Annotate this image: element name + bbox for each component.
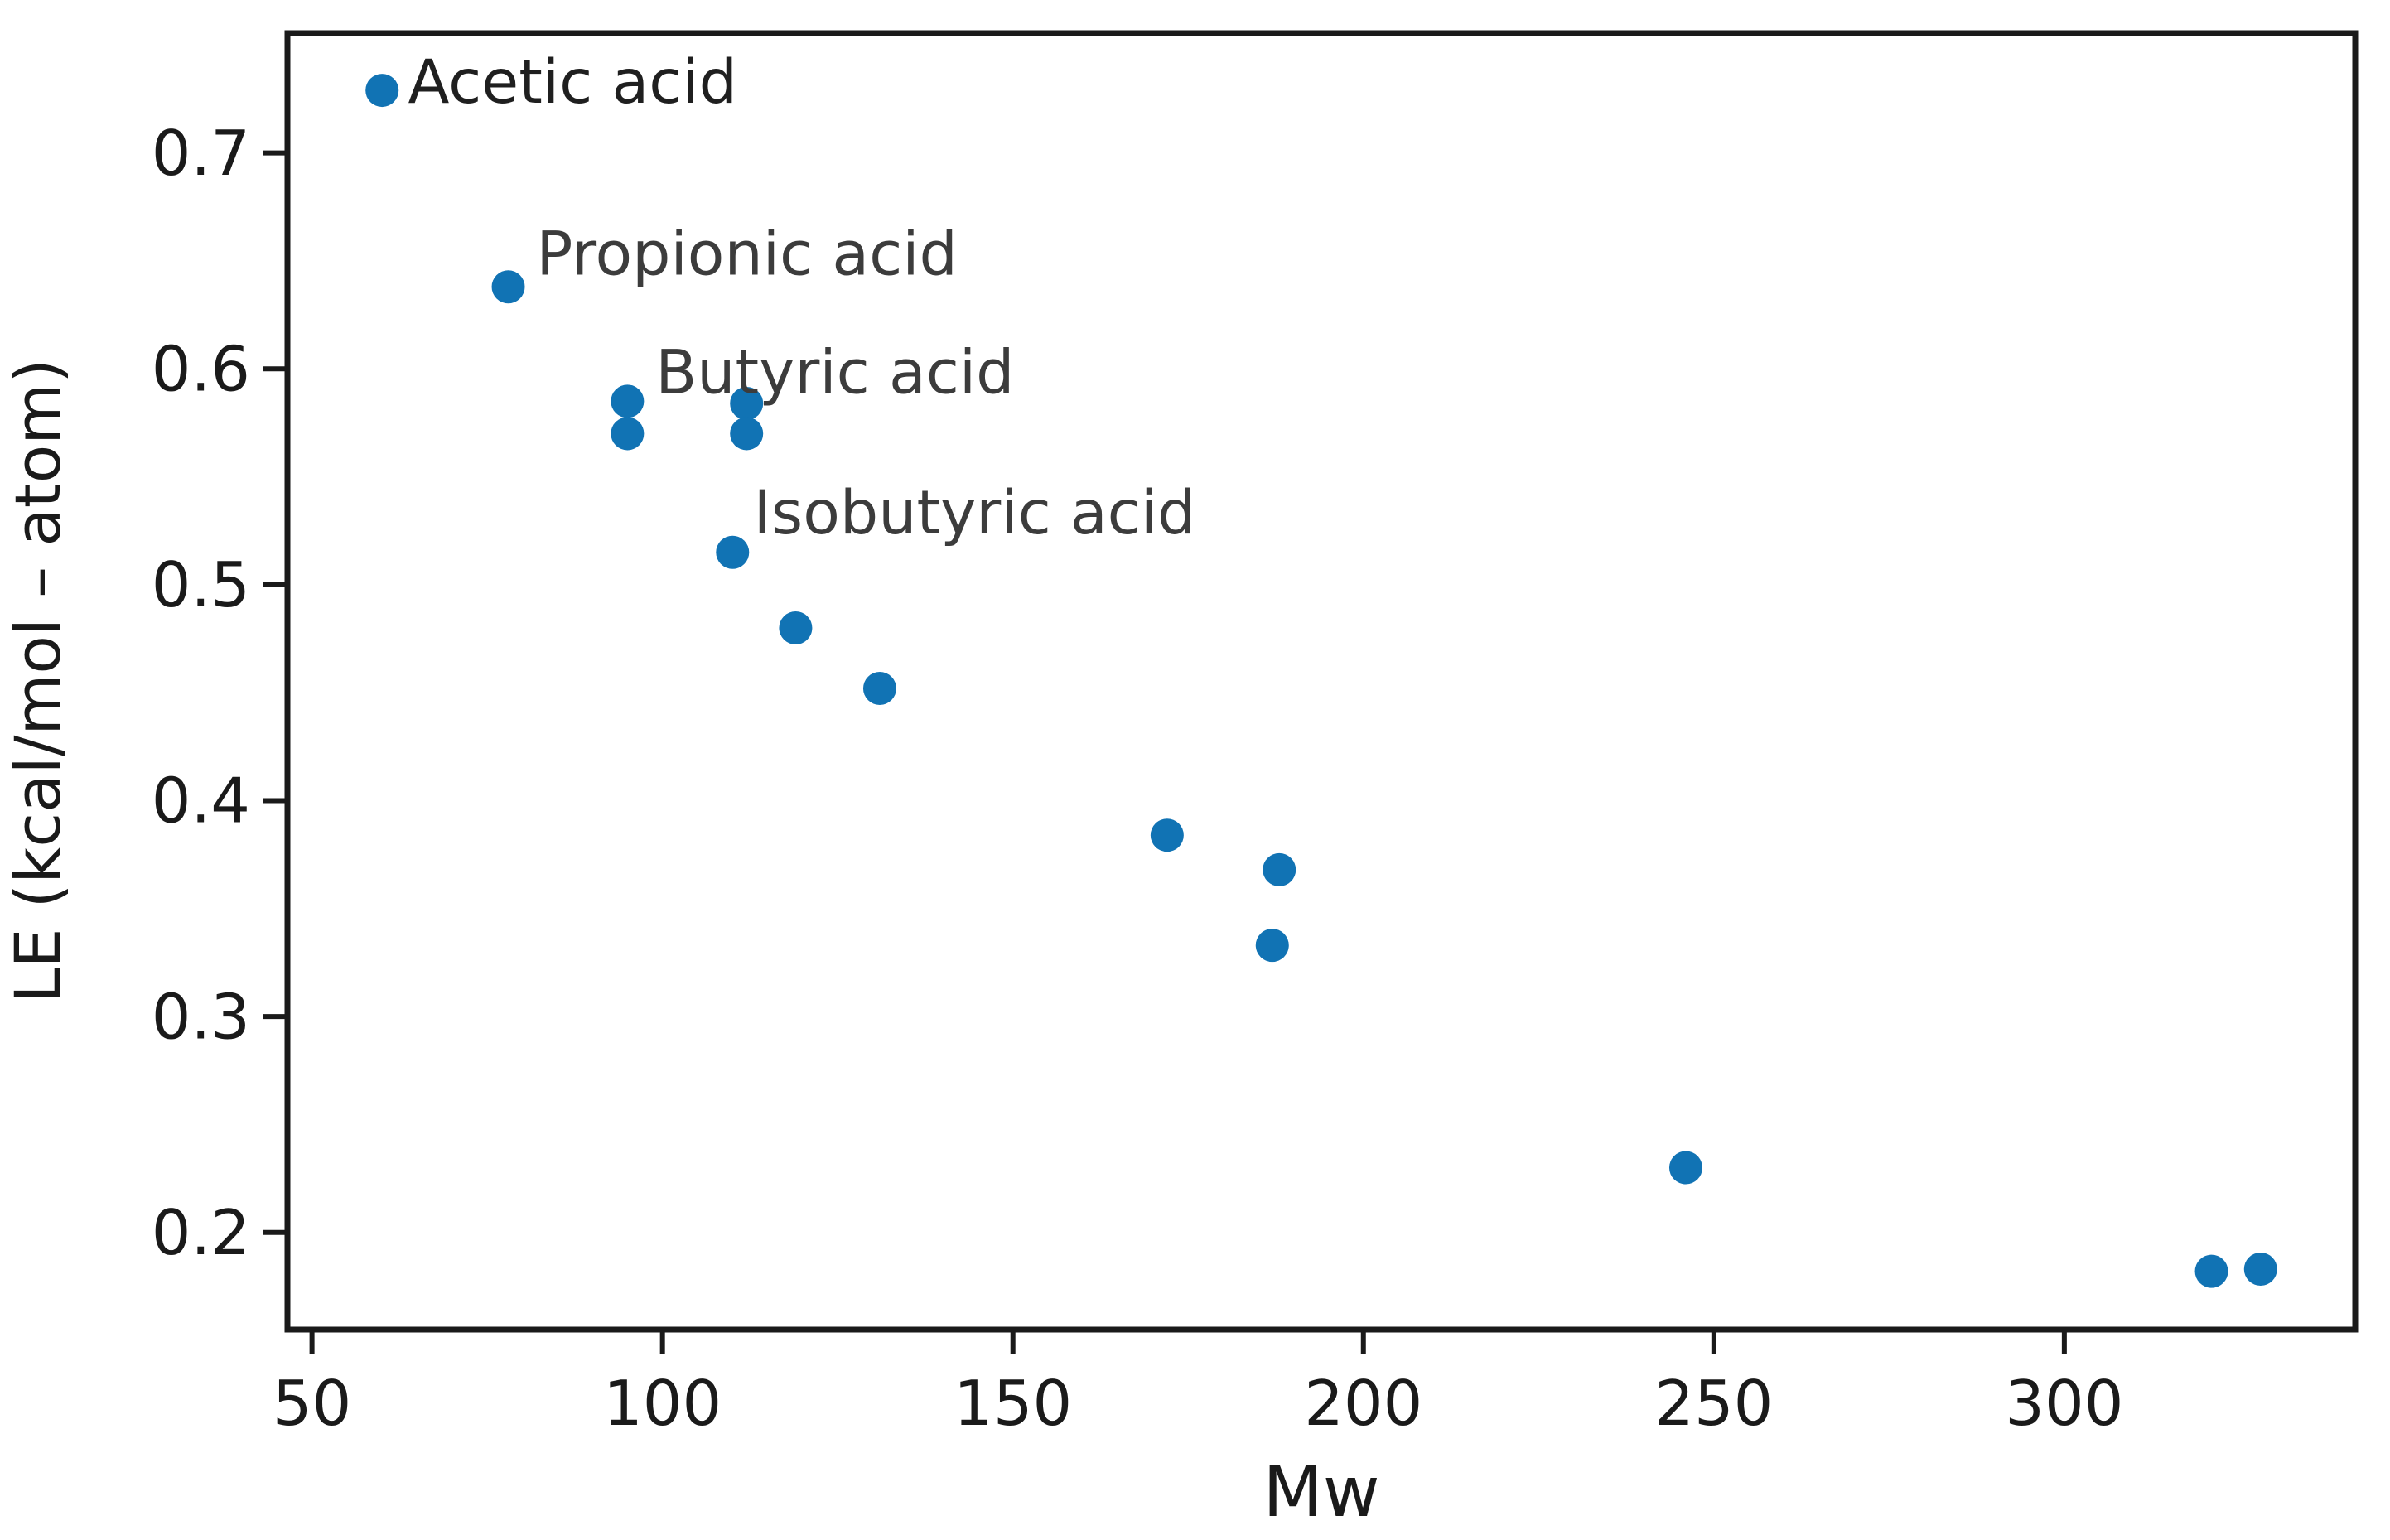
x-tick-label: 200 <box>1304 1367 1422 1440</box>
x-tick-label: 100 <box>603 1367 722 1440</box>
y-axis-title: LE (kcal/mol – atom) <box>1 359 75 1003</box>
data-point <box>730 417 764 451</box>
data-point <box>491 270 525 304</box>
data-point <box>365 74 399 108</box>
y-axis-ticks: 0.2 0.3 0.4 0.5 0.6 0.7 <box>152 117 287 1269</box>
data-point <box>862 671 896 705</box>
x-tick-label: 150 <box>954 1367 1072 1440</box>
y-tick-label: 0.2 <box>152 1196 250 1269</box>
annotation-label: Isobutyric acid <box>754 478 1196 548</box>
annotation-label: Butyric acid <box>655 338 1014 408</box>
data-point <box>716 535 750 569</box>
data-point <box>2243 1253 2277 1287</box>
annotation-label: Propionic acid <box>536 219 957 289</box>
y-tick-label: 0.7 <box>152 117 250 190</box>
y-tick-label: 0.3 <box>152 980 250 1053</box>
x-axis-title: Mw <box>1263 1451 1379 1533</box>
data-point <box>1668 1151 1702 1185</box>
data-point <box>1255 929 1289 963</box>
x-tick-label: 300 <box>2005 1367 2123 1440</box>
x-tick-label: 250 <box>1654 1367 1773 1440</box>
data-point <box>1263 852 1296 886</box>
y-tick-label: 0.5 <box>152 548 250 621</box>
y-tick-label: 0.6 <box>152 333 250 406</box>
data-point <box>611 384 645 418</box>
y-tick-label: 0.4 <box>152 765 250 838</box>
annotation-label: Acetic acid <box>408 47 737 118</box>
point-annotations: Acetic acid Propionic acid Butyric acid Iso… <box>408 47 1196 548</box>
x-axis-ticks: 50 100 150 200 250 300 <box>273 1330 2123 1440</box>
data-point <box>730 386 764 420</box>
data-point <box>611 417 645 451</box>
data-point <box>1150 818 1184 852</box>
data-point <box>779 611 813 644</box>
data-point <box>2194 1254 2228 1288</box>
plot-border <box>284 30 2359 1333</box>
data-points <box>365 74 2277 1288</box>
x-tick-label: 50 <box>273 1367 351 1440</box>
